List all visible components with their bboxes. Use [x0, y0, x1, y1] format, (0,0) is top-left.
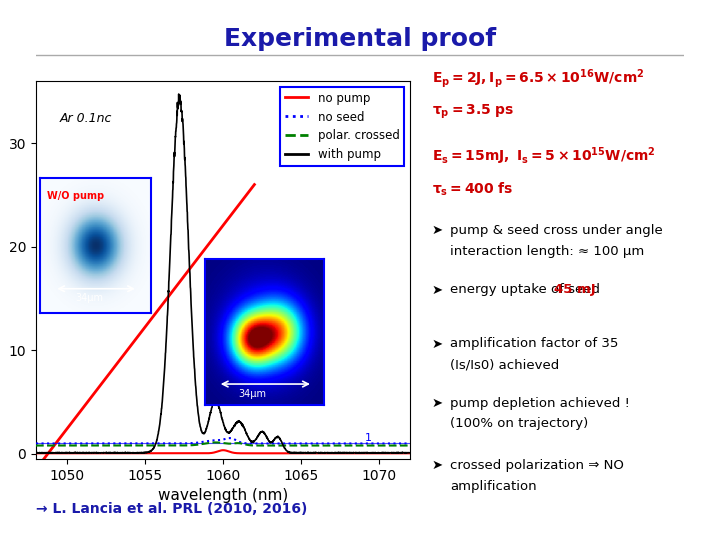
- Text: pump & seed cross under angle: pump & seed cross under angle: [450, 224, 662, 237]
- Text: amplification: amplification: [450, 480, 536, 492]
- Text: ➤: ➤: [432, 338, 443, 350]
- X-axis label: wavelength (nm): wavelength (nm): [158, 488, 288, 503]
- Text: pump depletion achieved !: pump depletion achieved !: [450, 397, 630, 410]
- Text: Experimental proof: Experimental proof: [224, 27, 496, 51]
- Text: ➤: ➤: [432, 284, 443, 296]
- Text: amplification factor of 35: amplification factor of 35: [450, 338, 618, 350]
- Text: interaction length: ≈ 100 μm: interaction length: ≈ 100 μm: [450, 245, 644, 258]
- Text: ➤: ➤: [432, 397, 443, 410]
- Text: energy uptake of seed: energy uptake of seed: [450, 284, 604, 296]
- Text: $\mathbf{E_p}$$\mathbf{ = 2 J,  I_p = 6.5 \times 10^{16}W/cm^2}$: $\mathbf{E_p}$$\mathbf{ = 2 J, I_p = 6.5…: [432, 68, 644, 90]
- Legend: no pump, no seed, polar. crossed, with pump: no pump, no seed, polar. crossed, with p…: [280, 87, 405, 166]
- Text: crossed polarization ⇒ NO: crossed polarization ⇒ NO: [450, 459, 624, 472]
- Text: 45 mJ: 45 mJ: [554, 284, 596, 296]
- Text: $\mathbf{\tau_s = 400\ fs}$: $\mathbf{\tau_s = 400\ fs}$: [432, 181, 513, 198]
- Text: ➤: ➤: [432, 459, 443, 472]
- Text: (Is/Is0) achieved: (Is/Is0) achieved: [450, 358, 559, 371]
- Text: $\mathbf{\tau_p = 3.5\ ps}$: $\mathbf{\tau_p = 3.5\ ps}$: [432, 103, 514, 121]
- Text: ➤: ➤: [432, 224, 443, 237]
- Text: 34μm: 34μm: [238, 389, 266, 399]
- Text: W/O pump: W/O pump: [48, 191, 104, 201]
- Text: Ar 0.1nc: Ar 0.1nc: [59, 112, 112, 125]
- Text: (100% on trajectory): (100% on trajectory): [450, 417, 588, 430]
- Text: 1: 1: [364, 434, 372, 443]
- Text: 34μm: 34μm: [75, 293, 103, 302]
- Text: → L. Lancia et al. PRL (2010, 2016): → L. Lancia et al. PRL (2010, 2016): [36, 502, 307, 516]
- Text: $\mathbf{E_s = 15mJ,\ I_s = 5 \times 10^{15}W/cm^2}$: $\mathbf{E_s = 15mJ,\ I_s = 5 \times 10^…: [432, 146, 656, 167]
